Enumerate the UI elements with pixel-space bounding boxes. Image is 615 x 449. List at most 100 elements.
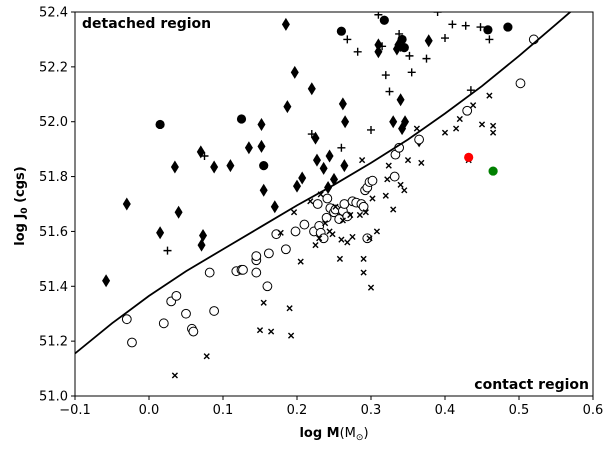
diamond-point xyxy=(341,115,350,129)
cross-point xyxy=(268,328,275,335)
diamond-point xyxy=(174,205,183,219)
open-circle-point xyxy=(389,171,400,182)
diamond-point xyxy=(374,38,383,52)
x-tick-label: 0.1 xyxy=(213,403,234,418)
filled-circle-point xyxy=(464,152,474,162)
cross-point xyxy=(413,125,420,132)
cross-point xyxy=(203,353,210,360)
diamond-point xyxy=(283,100,292,114)
open-circle-point xyxy=(181,308,191,319)
diamond-point xyxy=(196,145,205,159)
x-axis-label: log M(M⊙) xyxy=(299,426,368,443)
cross-point xyxy=(316,235,323,242)
y-tick-label: 52.0 xyxy=(39,115,68,130)
cross-point xyxy=(486,92,493,99)
plus-point xyxy=(343,35,352,44)
cross-point xyxy=(360,255,367,262)
plus-point xyxy=(381,71,390,80)
cross-point xyxy=(329,231,336,238)
diamond-point xyxy=(340,159,349,173)
cross-point xyxy=(287,332,295,339)
cross-point xyxy=(256,327,264,334)
cross-point xyxy=(367,284,375,291)
diamond-point xyxy=(199,229,208,243)
cross-point xyxy=(356,211,363,219)
y-tick-label: 51.4 xyxy=(39,280,68,295)
diamond-point xyxy=(325,149,334,163)
y-tick-label: 52.4 xyxy=(39,6,68,21)
diamond-point xyxy=(312,153,321,167)
cross-point xyxy=(360,269,367,276)
x-tick-label: −0.1 xyxy=(59,403,91,418)
diamond-point xyxy=(156,226,165,240)
diamond-point xyxy=(398,122,407,136)
cross-point xyxy=(297,258,304,265)
filled-circle-point xyxy=(236,114,247,124)
cross-point xyxy=(359,157,366,164)
open-circle-point xyxy=(367,175,378,186)
cross-point xyxy=(290,209,298,216)
open-circle-point xyxy=(238,264,248,275)
diamond-point xyxy=(257,117,266,131)
cross-point xyxy=(322,220,329,227)
diamond-point xyxy=(374,45,383,59)
filled-circle-point xyxy=(259,161,269,171)
cross-point xyxy=(338,236,345,243)
plus-point xyxy=(407,68,416,77)
cross-point xyxy=(171,372,178,379)
filled-circle-point xyxy=(379,15,389,25)
cross-point xyxy=(260,299,267,306)
cross-point xyxy=(349,233,356,241)
cross-point xyxy=(366,235,373,242)
open-circle-point xyxy=(362,233,373,244)
boundary-curve xyxy=(75,12,572,355)
open-circle-point xyxy=(318,233,329,244)
plus-point xyxy=(476,23,485,32)
plus-point xyxy=(200,152,209,160)
open-circle-point xyxy=(171,290,182,301)
plus-point xyxy=(163,246,172,255)
diamond-point xyxy=(257,139,266,153)
plot-frame xyxy=(74,11,594,397)
cross-point xyxy=(401,187,408,194)
diamond-point xyxy=(197,238,206,252)
diamond-point xyxy=(281,17,290,31)
diamond-point xyxy=(424,34,433,48)
diamond-point xyxy=(338,97,347,111)
plus-point xyxy=(466,86,475,95)
diamond-point xyxy=(290,65,299,79)
plus-point xyxy=(422,54,431,63)
open-circle-point xyxy=(251,251,262,262)
cross-point xyxy=(441,129,449,136)
cross-point xyxy=(344,239,351,246)
plus-point xyxy=(385,87,394,96)
data-marks xyxy=(102,12,539,379)
filled-circle-point xyxy=(488,166,498,176)
x-tick-label: 0.4 xyxy=(435,403,456,418)
y-axis-ticks: 51.0 51.2 51.4 51.6 51.8 52.0 52.2 52.4 xyxy=(39,6,75,405)
plus-point xyxy=(461,21,470,30)
plus-point xyxy=(433,12,442,16)
cross-point xyxy=(347,211,354,219)
diamond-point xyxy=(307,82,316,96)
open-circle-point xyxy=(127,337,137,348)
plus-point xyxy=(353,47,362,56)
x-tick-label: 0.6 xyxy=(583,403,604,418)
open-circle-point xyxy=(339,199,350,209)
x-tick-label: 0.5 xyxy=(509,403,530,418)
boundary-curve-layer xyxy=(75,12,572,355)
cross-point xyxy=(339,217,346,224)
diamond-point xyxy=(259,183,268,197)
y-tick-label: 52.2 xyxy=(39,60,68,75)
open-circle-point xyxy=(322,193,333,204)
plus-point xyxy=(396,43,405,52)
open-circle-point xyxy=(262,281,273,292)
y-tick-label: 51.6 xyxy=(39,225,68,240)
cross-point xyxy=(373,228,381,235)
open-circle-point xyxy=(204,267,215,278)
cross-point xyxy=(478,121,486,128)
diamond-point xyxy=(244,141,253,155)
diamond-point xyxy=(270,200,279,214)
x-axis-ticks: −0.1 0.0 0.1 0.2 0.3 0.4 0.5 0.6 xyxy=(59,396,603,418)
